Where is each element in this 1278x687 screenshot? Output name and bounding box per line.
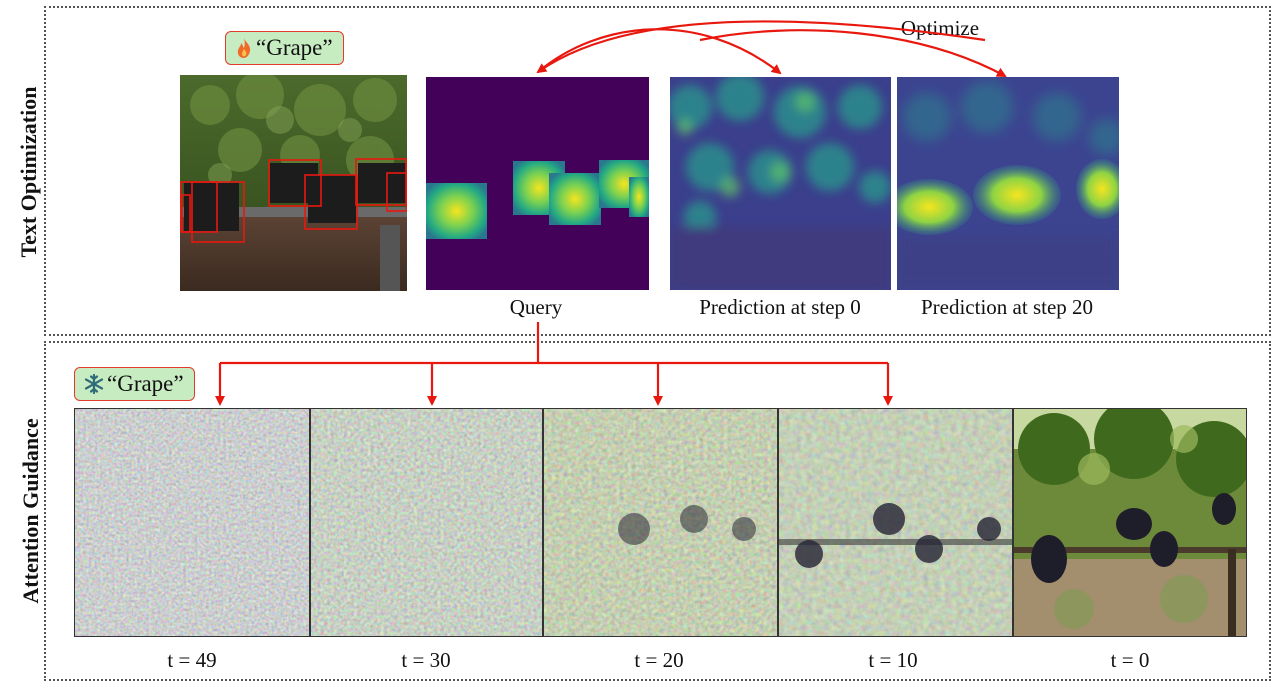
text-optimization-section <box>44 6 1271 336</box>
optimize-label: Optimize <box>900 16 980 40</box>
step0-caption: Prediction at step 0 <box>699 295 861 319</box>
timestep-t10: t = 10 <box>868 648 918 672</box>
frame-t49 <box>74 408 310 637</box>
attention-guidance-label: Attention Guidance <box>18 418 43 604</box>
timestep-t49: t = 49 <box>167 648 217 672</box>
text-optimization-label: Text Optimization <box>16 86 41 258</box>
tag-text: “Grape” <box>107 371 184 396</box>
query-heatmap <box>426 77 649 290</box>
timestep-t30: t = 30 <box>401 648 451 672</box>
frame-t30 <box>310 408 543 637</box>
frame-t20 <box>543 408 778 637</box>
flame-icon <box>234 37 254 59</box>
frame-t10 <box>778 408 1013 637</box>
timestep-t0: t = 0 <box>1110 648 1150 672</box>
prediction-step20-heatmap <box>897 77 1119 290</box>
frame-t0 <box>1013 408 1247 637</box>
source-image <box>180 75 407 291</box>
snowflake-icon <box>83 373 105 395</box>
query-caption: Query <box>509 295 563 319</box>
tag-text: “Grape” <box>256 35 333 60</box>
step20-caption: Prediction at step 20 <box>920 295 1094 319</box>
timestep-t20: t = 20 <box>634 648 684 672</box>
grape-prompt-tag-frozen: “Grape” <box>74 367 195 401</box>
attention-guidance-section <box>44 341 1271 681</box>
prediction-step0-heatmap <box>670 77 891 290</box>
grape-prompt-tag-trainable: “Grape” <box>225 31 344 65</box>
